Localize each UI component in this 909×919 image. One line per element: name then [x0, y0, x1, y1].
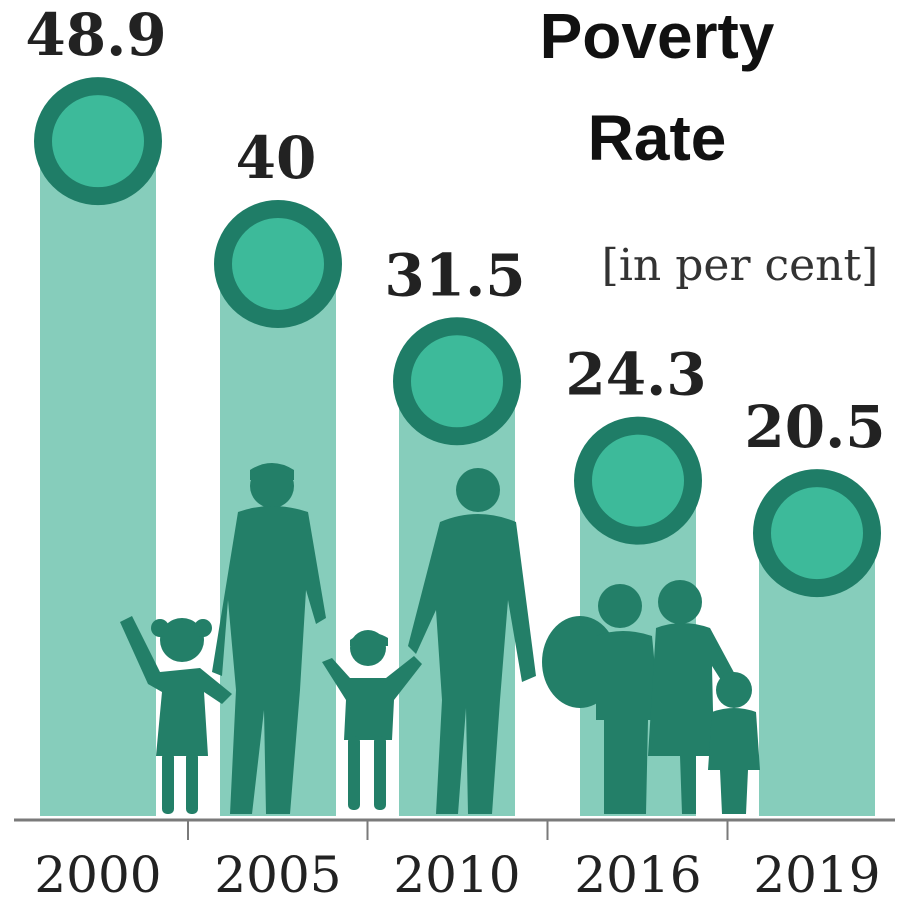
value-marker-2016 [574, 416, 702, 545]
adult-silhouette [408, 468, 536, 814]
adult-silhouette [212, 463, 326, 814]
x-tick-labels: 2000 2005 2010 2016 2019 [34, 846, 880, 904]
value-label-2005: 40 [236, 124, 317, 192]
chart-title-line-2: Rate [588, 102, 727, 174]
x-tick-label-2010: 2010 [393, 846, 520, 904]
x-tick-label-2005: 2005 [214, 846, 341, 904]
family-silhouettes [120, 463, 760, 814]
value-label-2019: 20.5 [744, 393, 885, 461]
value-marker-2005 [214, 200, 342, 328]
value-marker-2010 [393, 317, 521, 446]
value-label-2016: 24.3 [565, 341, 706, 409]
value-labels-layer: 48.9 40 31.5 24.3 20.5 [25, 1, 885, 461]
bar-2000 [40, 141, 156, 816]
value-marker-2000 [34, 77, 162, 206]
x-tick-label-2016: 2016 [574, 846, 701, 904]
value-label-2000: 48.9 [25, 1, 166, 69]
chart-title-line-1: Poverty [540, 0, 775, 72]
family-group-silhouette [542, 580, 760, 814]
circles-layer [34, 77, 881, 598]
x-axis [14, 818, 895, 840]
girl-silhouette [120, 616, 232, 814]
x-tick-label-2019: 2019 [753, 846, 880, 904]
chart-subtitle: [in per cent] [602, 240, 879, 291]
value-label-2010: 31.5 [384, 241, 525, 309]
x-tick-label-2000: 2000 [34, 846, 161, 904]
boy-silhouette [322, 630, 422, 810]
value-marker-2019 [753, 469, 881, 598]
